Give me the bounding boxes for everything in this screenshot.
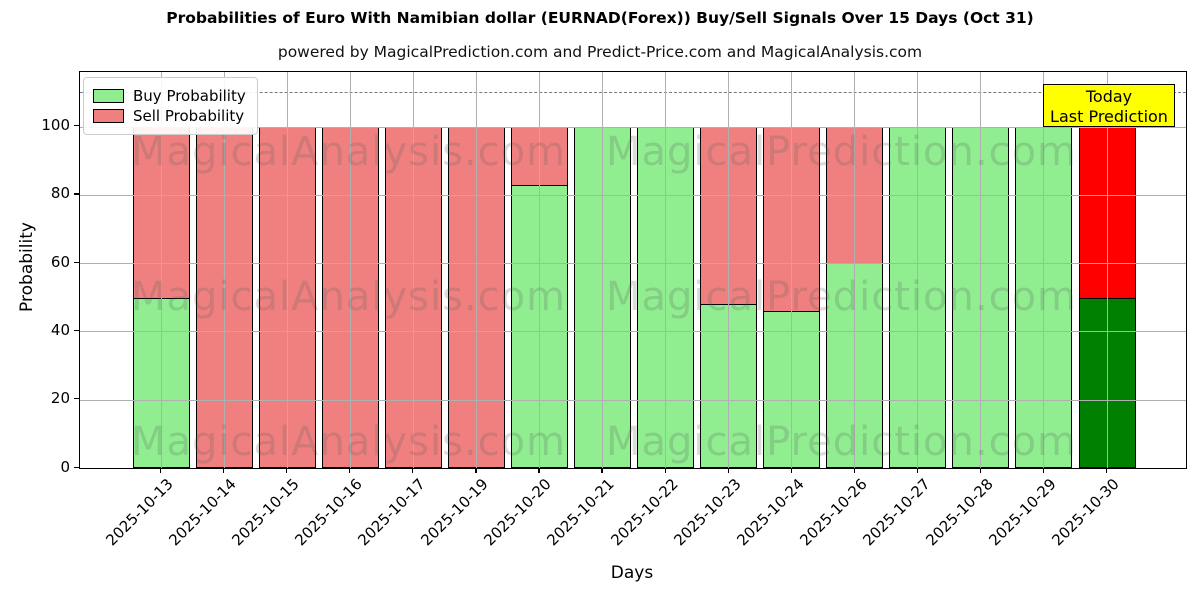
- dashed-threshold-line: [80, 92, 1186, 94]
- v-gridline: [286, 72, 288, 468]
- x-tick-mark: [223, 468, 225, 473]
- h-gridline: [80, 194, 1186, 196]
- watermark-right: MagicalPrediction.com: [606, 274, 1077, 320]
- x-tick-mark: [538, 468, 540, 473]
- x-tick-mark: [1042, 468, 1045, 473]
- x-tick-label: 2025-10-21: [543, 475, 619, 550]
- v-gridline: [223, 72, 225, 468]
- chart-title: Probabilities of Euro With Namibian doll…: [166, 9, 1034, 27]
- y-tick-mark: [74, 329, 79, 332]
- v-gridline: [475, 72, 477, 468]
- v-gridline: [728, 72, 730, 468]
- v-gridline: [665, 72, 667, 468]
- watermark-left: MagicalAnalysis.com: [131, 274, 567, 320]
- h-gridline: [80, 263, 1186, 265]
- x-tick-label: 2025-10-29: [985, 475, 1060, 550]
- x-tick-mark: [916, 468, 919, 473]
- x-tick-mark: [727, 468, 729, 473]
- v-gridline: [980, 72, 982, 468]
- h-gridline: [80, 126, 1186, 128]
- y-tick-mark: [74, 125, 79, 127]
- x-tick-label: 2025-10-14: [165, 475, 240, 550]
- legend-label-sell: Sell Probability: [133, 107, 245, 125]
- v-gridline: [412, 72, 414, 468]
- y-tick-label: 40: [50, 320, 70, 339]
- x-tick-mark: [286, 468, 288, 473]
- x-tick-mark: [412, 468, 414, 473]
- x-axis-label: Days: [610, 563, 654, 583]
- watermark-right: MagicalPrediction.com: [606, 129, 1077, 175]
- y-tick-mark: [74, 193, 79, 195]
- legend-item-buy: Buy Probability: [93, 87, 246, 105]
- today-annotation-line2: Last Prediction: [1050, 107, 1168, 126]
- x-tick-label: 2025-10-17: [354, 475, 429, 550]
- today-annotation: Today Last Prediction: [1043, 84, 1175, 127]
- y-tick-mark: [74, 466, 79, 468]
- x-tick-mark: [979, 468, 982, 473]
- y-tick-label: 100: [41, 116, 70, 135]
- x-tick-mark: [349, 468, 351, 473]
- v-gridline: [854, 72, 856, 468]
- x-tick-mark: [790, 468, 792, 473]
- x-tick-label: 2025-10-15: [228, 475, 303, 550]
- plot-area: Buy Probability Sell Probability Today L…: [79, 71, 1187, 469]
- chart-subtitle: powered by MagicalPrediction.com and Pre…: [277, 43, 923, 61]
- y-tick-label: 20: [50, 389, 70, 408]
- today-annotation-line1: Today: [1085, 87, 1133, 106]
- legend: Buy Probability Sell Probability: [83, 77, 258, 135]
- h-gridline: [80, 399, 1186, 401]
- x-tick-mark: [601, 468, 603, 473]
- x-tick-mark: [475, 468, 477, 473]
- legend-label-buy: Buy Probability: [133, 87, 246, 105]
- x-tick-label: 2025-10-30: [1048, 475, 1123, 550]
- h-gridline: [80, 331, 1186, 333]
- legend-item-sell: Sell Probability: [93, 107, 246, 125]
- x-tick-label: 2025-10-27: [859, 475, 934, 550]
- y-tick-label: 60: [50, 252, 70, 271]
- v-gridline: [917, 72, 919, 468]
- x-tick-mark: [160, 468, 162, 473]
- x-tick-label: 2025-10-13: [102, 475, 177, 550]
- x-tick-label: 2025-10-26: [796, 475, 871, 550]
- sell-color-swatch: [93, 109, 124, 123]
- v-gridline: [791, 72, 793, 468]
- x-tick-mark: [1106, 468, 1108, 473]
- x-tick-label: 2025-10-19: [417, 475, 493, 550]
- watermark-left: MagicalAnalysis.com: [131, 129, 567, 175]
- watermark-left: MagicalAnalysis.com: [131, 419, 567, 465]
- x-tick-label: 2025-10-16: [291, 475, 366, 550]
- x-tick-mark: [853, 468, 855, 473]
- y-tick-mark: [74, 261, 79, 263]
- v-gridline: [1106, 72, 1108, 468]
- x-tick-label: 2025-10-22: [606, 475, 682, 550]
- v-gridline: [349, 72, 351, 468]
- v-gridline: [601, 72, 603, 468]
- x-tick-label: 2025-10-24: [733, 475, 808, 550]
- x-tick-label: 2025-10-28: [922, 475, 997, 550]
- v-gridline: [538, 72, 540, 468]
- v-gridline: [160, 72, 162, 468]
- buy-color-swatch: [93, 89, 124, 103]
- v-gridline: [1043, 72, 1045, 468]
- watermark-right: MagicalPrediction.com: [606, 419, 1077, 465]
- y-tick-label: 80: [50, 184, 70, 203]
- x-tick-mark: [664, 468, 666, 473]
- y-tick-mark: [74, 398, 79, 400]
- y-tick-label: 0: [60, 457, 70, 476]
